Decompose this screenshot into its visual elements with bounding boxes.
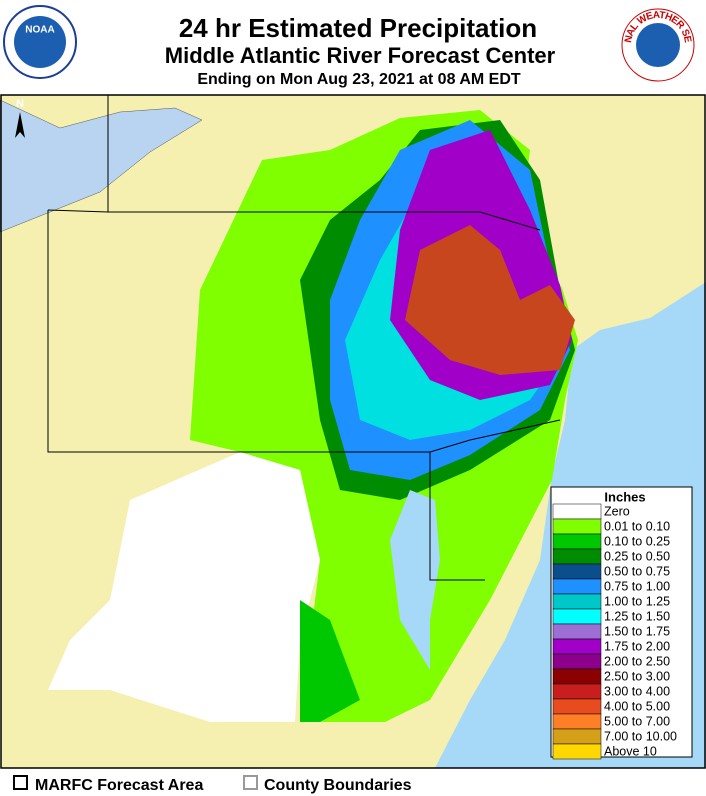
legend-label: 0.01 to 0.10 [604, 519, 670, 533]
legend-swatch [552, 503, 602, 520]
footer-label: MARFC Forecast Area [35, 777, 203, 794]
precip-orange [405, 225, 575, 375]
legend-label: Zero [604, 504, 630, 518]
north-label: N [16, 98, 24, 110]
boundary [47, 210, 485, 581]
legend-label: 1.50 to 1.75 [604, 624, 670, 638]
legend-swatch [552, 548, 602, 565]
legend-swatch [552, 683, 602, 700]
legend-swatch [552, 713, 602, 730]
legend-swatch [552, 623, 602, 640]
nws-logo-inner [636, 23, 680, 67]
legend-swatch [552, 533, 602, 550]
legend-swatch [552, 518, 602, 535]
legend-label: 4.00 to 5.00 [604, 699, 670, 713]
legend-swatch [552, 668, 602, 685]
lake [0, 99, 203, 233]
legend-label: 1.25 to 1.50 [604, 609, 670, 623]
legend-swatch [552, 653, 602, 670]
boundary [47, 209, 541, 231]
legend-swatch [552, 743, 602, 760]
bay [390, 490, 440, 670]
legend-label: 0.50 to 0.75 [604, 564, 670, 578]
legend-swatch [552, 728, 602, 745]
legend-label: 1.75 to 2.00 [604, 639, 670, 653]
boundary [429, 419, 561, 453]
noaa-logo-text: NOAA [25, 25, 54, 36]
legend-swatch [552, 578, 602, 595]
legend-swatch [552, 608, 602, 625]
legend-label: 0.10 to 0.25 [604, 534, 670, 548]
legend-swatch [552, 563, 602, 580]
precip-zero [48, 452, 320, 722]
legend-label: 2.50 to 3.00 [604, 669, 670, 683]
ending-time: Ending on Mon Aug 23, 2021 at 08 AM EDT [197, 71, 521, 88]
legend-label: Above 10 [604, 744, 657, 758]
legend-label: 3.00 to 4.00 [604, 684, 670, 698]
legend-label: 1.00 to 1.25 [604, 594, 670, 608]
noaa-logo-inner [14, 16, 66, 68]
legend-swatch [552, 593, 602, 610]
legend-label: 5.00 to 7.00 [604, 714, 670, 728]
area-swatch [13, 775, 28, 790]
legend-label: 0.75 to 1.00 [604, 579, 670, 593]
footer-label: County Boundaries [264, 777, 412, 794]
county-swatch [243, 775, 258, 790]
precip-moderate [300, 600, 360, 722]
legend-label: 2.00 to 2.50 [604, 654, 670, 668]
subtitle: Middle Atlantic River Forecast Center [165, 43, 556, 68]
legend-swatch [552, 638, 602, 655]
legend-label: 0.25 to 0.50 [604, 549, 670, 563]
legend-label: 7.00 to 10.00 [604, 729, 677, 743]
legend-title: Inches [604, 489, 645, 504]
legend-swatch [552, 698, 602, 715]
title: 24 hr Estimated Precipitation [179, 13, 537, 43]
north-arrow [15, 112, 25, 138]
map-frame [0, 94, 706, 769]
